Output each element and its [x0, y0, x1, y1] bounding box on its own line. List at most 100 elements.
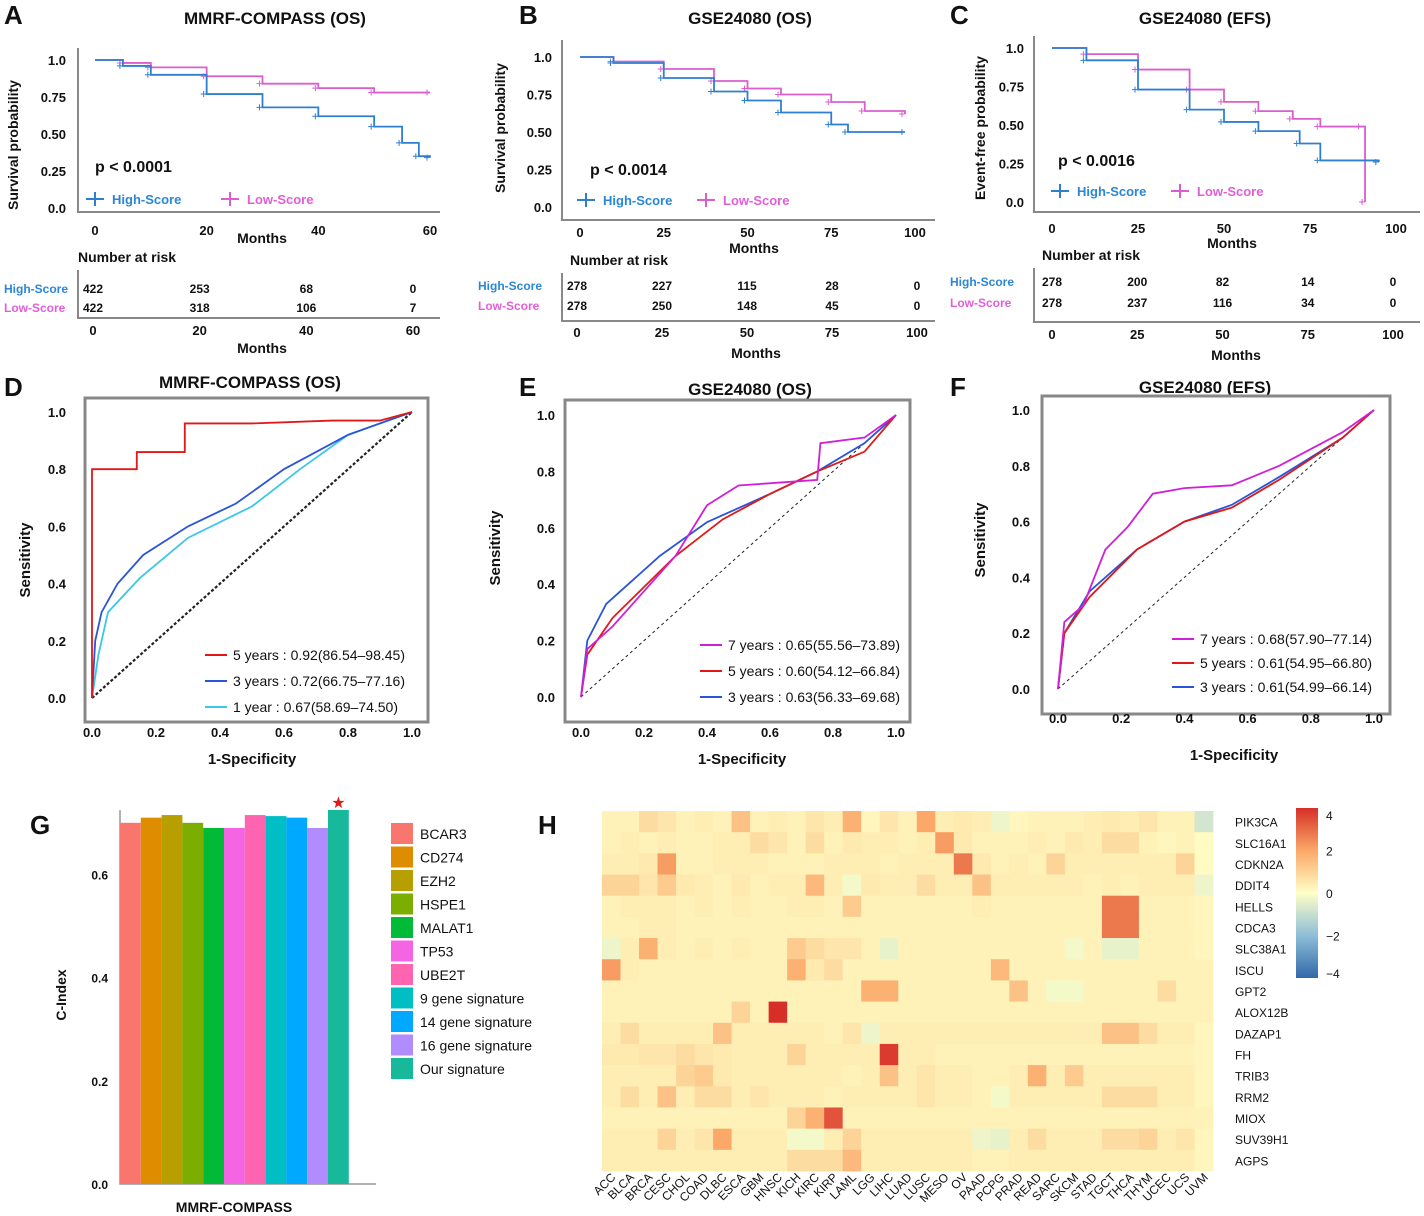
legend-key — [1051, 184, 1069, 198]
row-label: PIK3CA — [1235, 816, 1278, 830]
heatmap-cell — [842, 895, 862, 918]
heatmap-cell — [620, 1043, 640, 1066]
heatmap-cell — [861, 1086, 881, 1108]
heatmap-cell — [731, 811, 751, 833]
heatmap-cell — [768, 874, 788, 897]
y-tick-label: 0.0 — [537, 690, 555, 705]
heatmap-cell — [916, 1149, 936, 1172]
heatmap-cell — [1046, 1107, 1066, 1130]
heatmap-cell — [731, 1128, 751, 1151]
risk-value: 116 — [1213, 296, 1233, 310]
heatmap-cell — [1157, 874, 1177, 897]
heatmap-cell — [1027, 1001, 1047, 1024]
heatmap-cell — [1175, 895, 1195, 918]
heatmap-cell — [676, 938, 695, 960]
low-score-curve — [95, 59, 430, 94]
heatmap-cell — [1064, 1001, 1084, 1024]
y-tick-label: 0.50 — [999, 118, 1024, 133]
heatmap-cell — [1175, 916, 1195, 939]
y-tick-label: 1.0 — [48, 53, 66, 68]
heatmap-cell — [1120, 1043, 1140, 1066]
heatmap-cell — [861, 1043, 881, 1066]
heatmap-cell — [935, 1086, 955, 1108]
heatmap-cell — [1101, 853, 1121, 875]
heatmap-cell — [990, 916, 1010, 939]
x-tick-label: 100 — [1385, 221, 1407, 236]
heatmap-cell — [861, 980, 881, 1002]
heatmap-cell — [1009, 874, 1029, 897]
heatmap-cell — [916, 1065, 936, 1087]
heatmap-cell — [1120, 874, 1140, 897]
roc-panel-F: F GSE24080 (EFS) 0.0 0.0 0.2 0.2 0.4 0.4 0.6 0.6 0… — [950, 372, 1392, 764]
heatmap-cell — [953, 1022, 973, 1045]
heatmap-cell — [694, 874, 714, 897]
heatmap-cell — [861, 832, 881, 854]
censor-mark — [1080, 57, 1087, 64]
heatmap-cell — [953, 1107, 973, 1130]
heatmap-cell — [639, 1128, 658, 1151]
heatmap-cell — [1101, 1065, 1121, 1087]
heatmap-cell — [824, 1001, 844, 1024]
heatmap-cell — [953, 980, 973, 1002]
legend-label: 5 years : 0.60(54.12–66.84) — [728, 663, 900, 679]
heatmap-cell — [805, 1022, 825, 1045]
plot-frame — [563, 398, 912, 724]
risk-row-label: Low-Score — [4, 301, 66, 315]
heatmap-cell — [1138, 832, 1158, 854]
heatmap-cell — [1120, 1128, 1140, 1151]
heatmap-cell — [1046, 1065, 1066, 1087]
heatmap-cell — [1009, 1022, 1029, 1045]
row-label: FH — [1235, 1049, 1251, 1063]
legend-key — [86, 192, 104, 206]
heatmap-cell — [1064, 1086, 1084, 1108]
heatmap-cell — [1157, 1107, 1177, 1130]
censor-mark — [256, 80, 263, 87]
risk-x-tick: 25 — [1130, 327, 1144, 342]
risk-x-tick: 40 — [299, 323, 313, 338]
heatmap-cell — [787, 1149, 807, 1172]
heatmap-cell — [676, 1086, 695, 1108]
heatmap-cell — [861, 1022, 881, 1045]
heatmap-cell — [713, 1065, 733, 1087]
high-score-curve — [580, 56, 905, 133]
legend-swatch — [391, 1058, 413, 1079]
heatmap-cell — [1101, 1149, 1121, 1172]
heatmap-cell — [879, 1107, 899, 1130]
heatmap-cell — [842, 874, 862, 897]
row-label: CDCA3 — [1235, 921, 1276, 935]
heatmap-cell — [1175, 1065, 1195, 1087]
x-tick-label: 1.0 — [1365, 711, 1383, 726]
heatmap-cell — [861, 811, 881, 833]
heatmap-cell — [731, 853, 751, 875]
heatmap-cell — [620, 1107, 640, 1130]
x-axis-label: Months — [237, 230, 287, 246]
risk-value: 318 — [190, 301, 210, 315]
heatmap-cell — [898, 853, 918, 875]
heatmap-cell — [602, 980, 621, 1002]
heatmap-cell — [1083, 959, 1103, 981]
row-label: GPT2 — [1235, 985, 1267, 999]
heatmap-cell — [676, 832, 695, 854]
heatmap-cell — [657, 1086, 677, 1108]
heatmap-cell — [676, 853, 695, 875]
x-tick-label: 0 — [91, 223, 98, 238]
heatmap-cell — [805, 959, 825, 981]
x-tick-label: 0.8 — [1302, 711, 1320, 726]
heatmap-cell — [1101, 874, 1121, 897]
heatmap-cell — [768, 980, 788, 1002]
x-tick-label: 60 — [423, 223, 437, 238]
censor-mark — [368, 123, 375, 130]
y-tick-label: 1.0 — [537, 408, 555, 423]
heatmap-cell — [1138, 895, 1158, 918]
heatmap-cell — [639, 1065, 658, 1087]
heatmap-cell — [768, 938, 788, 960]
y-tick-label: 0.8 — [48, 462, 66, 477]
risk-value: 278 — [567, 279, 587, 293]
heatmap-cell — [1175, 811, 1195, 833]
heatmap-cell — [750, 853, 770, 875]
censor-mark — [396, 139, 403, 146]
heatmap-cell — [1009, 811, 1029, 833]
heatmap-cell — [1064, 1149, 1084, 1172]
x-axis-label: 1-Specificity — [1190, 747, 1279, 764]
heatmap-cell — [620, 1149, 640, 1172]
